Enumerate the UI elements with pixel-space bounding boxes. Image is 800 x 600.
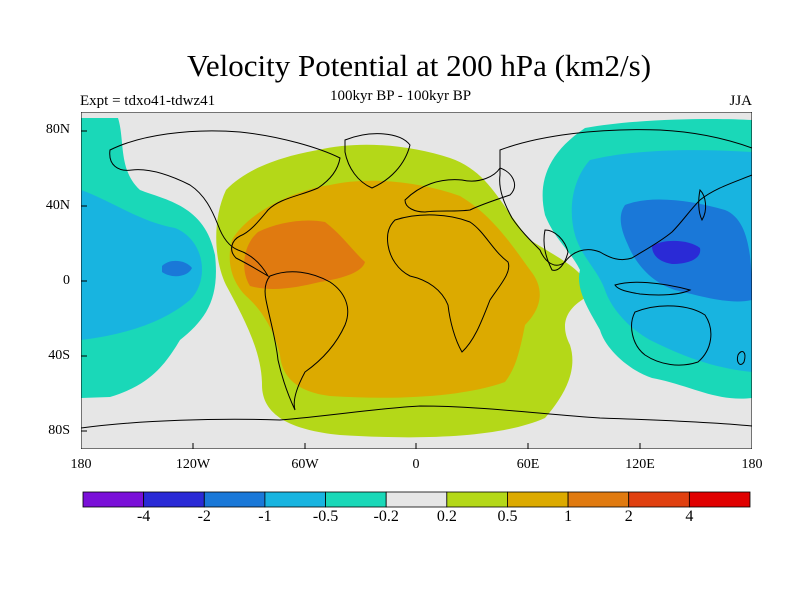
colorbar-label: 0.5: [497, 508, 518, 525]
lat-tick-80s: 80S: [48, 423, 70, 438]
lat-tick-40s: 40S: [48, 348, 70, 363]
chart-title: Velocity Potential at 200 hPa (km2/s): [186, 48, 652, 83]
coast-europe: [404, 167, 515, 213]
lon-tick-0: 0: [412, 457, 420, 472]
axis-ticks: [81, 130, 641, 449]
map-panel: [81, 112, 752, 449]
colorbar-box: [385, 491, 448, 508]
colorbar-box: [325, 491, 387, 508]
contour-1-2: [244, 220, 365, 289]
lon-tick-120w: 120W: [175, 457, 211, 472]
contour-neg-2-east: [652, 240, 701, 264]
colorbar-label: -4: [136, 508, 151, 525]
colorbar-label: 1: [564, 508, 573, 525]
lon-tick-180e: 180: [741, 457, 763, 472]
lat-tick-40n: 40N: [45, 198, 70, 213]
colorbar: [82, 491, 751, 508]
coast-asia: [499, 129, 752, 266]
colorbar-box: [82, 491, 145, 508]
lat-tick-0: 0: [63, 273, 70, 288]
colorbar-box: [628, 491, 690, 508]
lat-tick-80n: 80N: [45, 122, 70, 137]
colorbar-box: [688, 491, 751, 508]
coast-africa: [387, 214, 510, 353]
coast-south-america: [264, 271, 349, 411]
season-label: JJA: [729, 93, 752, 109]
coast-india: [543, 229, 569, 271]
coast-indonesia: [614, 281, 692, 296]
contour-neg-0.5-core-west: [162, 260, 192, 277]
colorbar-label: -0.2: [373, 508, 399, 525]
colorbar-label: 2: [624, 508, 633, 525]
contour-neg-0.5-west: [81, 190, 202, 340]
colorbar-label: -2: [197, 508, 211, 525]
colorbar-box: [143, 491, 205, 508]
coastlines: [81, 129, 752, 429]
colorbar-label: -1: [258, 508, 272, 525]
lon-tick-120e: 120E: [625, 457, 655, 472]
coast-north-america: [109, 130, 341, 278]
lon-tick-60w: 60W: [291, 457, 319, 472]
lon-tick-180w: 180: [70, 457, 92, 472]
colorbar-box: [264, 491, 326, 508]
colorbar-box: [567, 491, 630, 508]
colorbar-box: [507, 491, 569, 508]
experiment-label: Expt = tdxo41-tdwz41: [80, 93, 216, 109]
period-label: 100kyr BP - 100kyr BP: [330, 88, 472, 104]
colorbar-label: -0.5: [312, 508, 339, 525]
colorbar-box: [203, 491, 266, 508]
colorbar-box: [446, 491, 508, 508]
colorbar-label: 0.2: [436, 508, 457, 525]
lon-tick-60e: 60E: [516, 457, 540, 472]
colorbar-label: 4: [685, 508, 694, 525]
coast-new-zealand: [737, 351, 746, 365]
coast-greenland: [344, 133, 411, 189]
coast-antarctica: [81, 405, 752, 429]
coast-japan: [698, 188, 707, 222]
coast-australia: [631, 305, 712, 366]
